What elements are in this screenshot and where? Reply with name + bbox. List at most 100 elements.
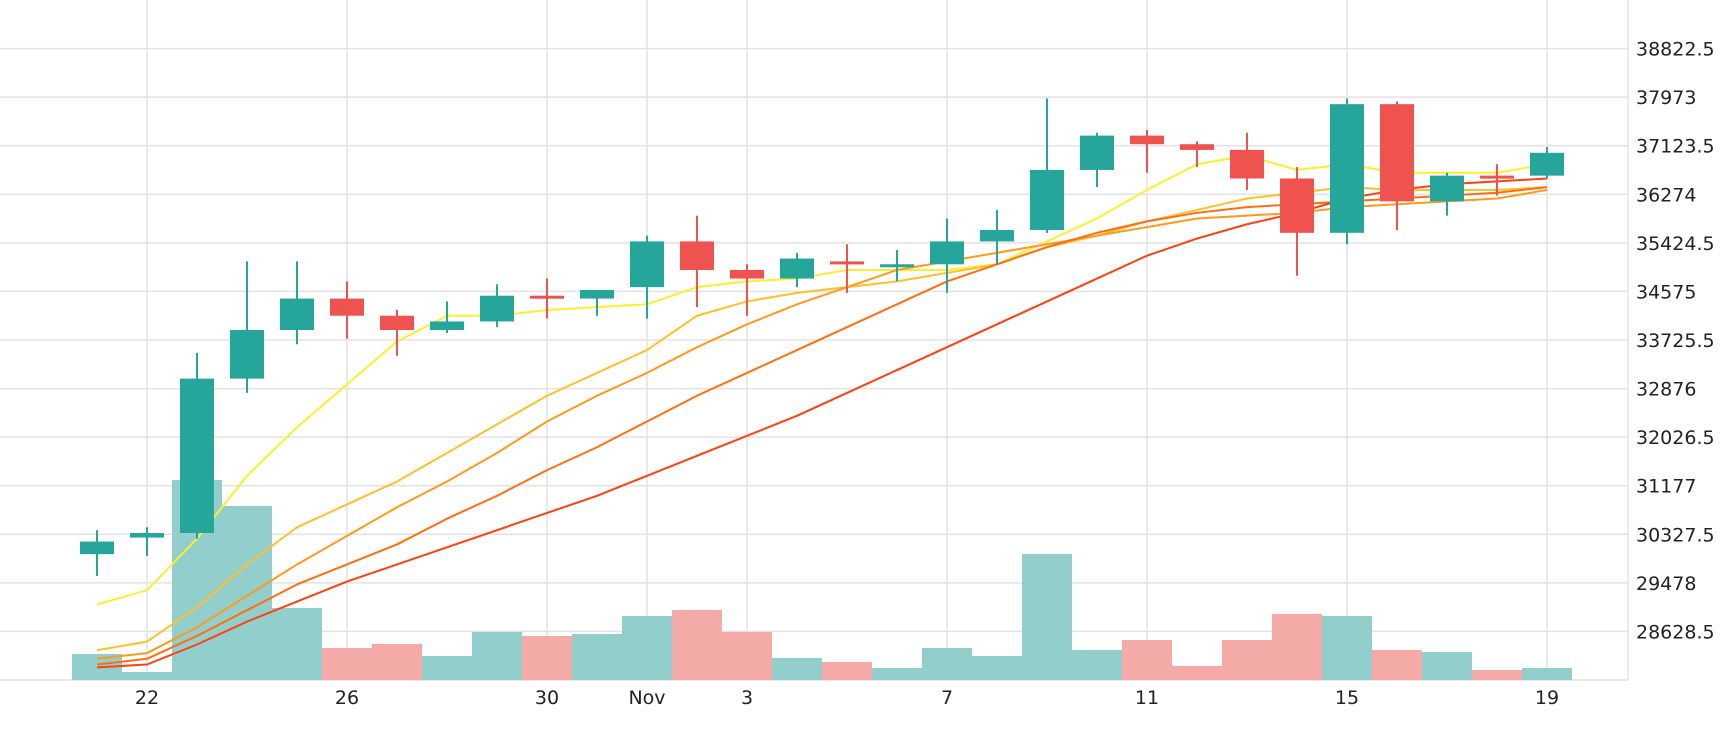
y-tick-label: 35424.5 [1636, 233, 1715, 255]
candle-body [1480, 175, 1514, 179]
candle-body [480, 295, 514, 322]
candle [1380, 101, 1414, 230]
volume-bar [1422, 652, 1472, 680]
volume-bar [1072, 650, 1122, 680]
candle [1430, 172, 1464, 216]
volume-bar [1122, 640, 1172, 680]
candle-body [880, 264, 914, 268]
y-tick-label: 37123.5 [1636, 136, 1715, 158]
candle-body [1380, 104, 1414, 202]
volume-bar [422, 656, 472, 680]
moving-average-line [96, 186, 1548, 652]
candle [1130, 129, 1164, 173]
x-tick-label: 3 [741, 687, 753, 709]
volume-bar [222, 506, 272, 680]
candle-body [530, 295, 564, 299]
candle-layer [80, 98, 1564, 576]
candle [830, 244, 864, 293]
y-tick-label: 32026.5 [1636, 427, 1715, 449]
x-tick-label: 19 [1535, 687, 1559, 709]
candle-body [180, 378, 214, 533]
volume-layer [72, 480, 1572, 680]
candle [1330, 98, 1364, 245]
candle [780, 252, 814, 288]
y-tick-label: 38822.5 [1636, 39, 1715, 61]
candle-body [630, 241, 664, 288]
candle [1480, 164, 1514, 196]
candle [280, 261, 314, 345]
candle-body [730, 269, 764, 279]
volume-bar [672, 610, 722, 680]
x-tick-label: 22 [135, 687, 159, 709]
candle-body [1530, 152, 1564, 176]
candle [1080, 132, 1114, 188]
y-tick-label: 33725.5 [1636, 330, 1715, 352]
candle [430, 301, 464, 333]
volume-bar [1272, 614, 1322, 680]
volume-bar [1322, 616, 1372, 680]
axis-layer: 38822.5 37973 37123.5 36274 35424.5 34575 3372… [135, 39, 1715, 709]
volume-bar [572, 634, 622, 680]
volume-bar [1372, 650, 1422, 680]
x-tick-label: 30 [535, 687, 559, 709]
y-tick-label: 29478 [1636, 573, 1696, 595]
candle-body [80, 541, 114, 555]
volume-bar [922, 648, 972, 680]
candle-body [130, 532, 164, 538]
x-tick-label: 7 [941, 687, 953, 709]
candle [880, 249, 914, 282]
candle-body [230, 330, 264, 379]
volume-bar [1522, 668, 1572, 680]
candle [630, 235, 664, 319]
moving-average-layer [96, 154, 1548, 669]
volume-bar [822, 662, 872, 680]
y-tick-label: 37973 [1636, 87, 1696, 109]
candle [1030, 98, 1064, 233]
x-tick-label: 26 [335, 687, 359, 709]
candle [1180, 141, 1214, 168]
candle [480, 284, 514, 328]
volume-bar [872, 668, 922, 680]
candle [80, 530, 114, 576]
candle-body [980, 229, 1014, 242]
moving-average-line [96, 186, 1548, 666]
x-tick-label: 15 [1335, 687, 1359, 709]
candle [130, 527, 164, 556]
volume-bar [1022, 554, 1072, 680]
candle-body [280, 298, 314, 331]
y-tick-label: 28628.5 [1636, 621, 1715, 643]
candle [580, 289, 614, 316]
volume-bar [322, 648, 372, 680]
y-tick-label: 30327.5 [1636, 524, 1715, 546]
volume-bar [272, 608, 322, 680]
candle-body [1130, 135, 1164, 145]
y-tick-label: 31177 [1636, 476, 1696, 498]
candle-body [330, 298, 364, 316]
candle-body [430, 321, 464, 331]
volume-bar [772, 658, 822, 680]
candle-body [1180, 144, 1214, 150]
moving-average-line [96, 177, 1548, 669]
candle [730, 264, 764, 316]
candle [330, 281, 364, 339]
x-tick-label: Nov [628, 687, 665, 709]
volume-bar [1222, 640, 1272, 680]
candle [1230, 132, 1264, 190]
volume-bar [972, 656, 1022, 680]
volume-bar [472, 632, 522, 680]
candle [1280, 167, 1314, 276]
candle-body [1430, 175, 1464, 202]
volume-bar [1472, 670, 1522, 680]
y-tick-label: 36274 [1636, 184, 1696, 206]
moving-average-line [96, 188, 1548, 660]
volume-bar [722, 632, 772, 680]
volume-bar [1172, 666, 1222, 680]
y-tick-label: 34575 [1636, 281, 1696, 303]
volume-bar [122, 672, 172, 680]
moving-average-line [96, 154, 1548, 606]
candle [980, 209, 1014, 265]
candle-body [1230, 149, 1264, 179]
candle-body [1080, 135, 1114, 170]
